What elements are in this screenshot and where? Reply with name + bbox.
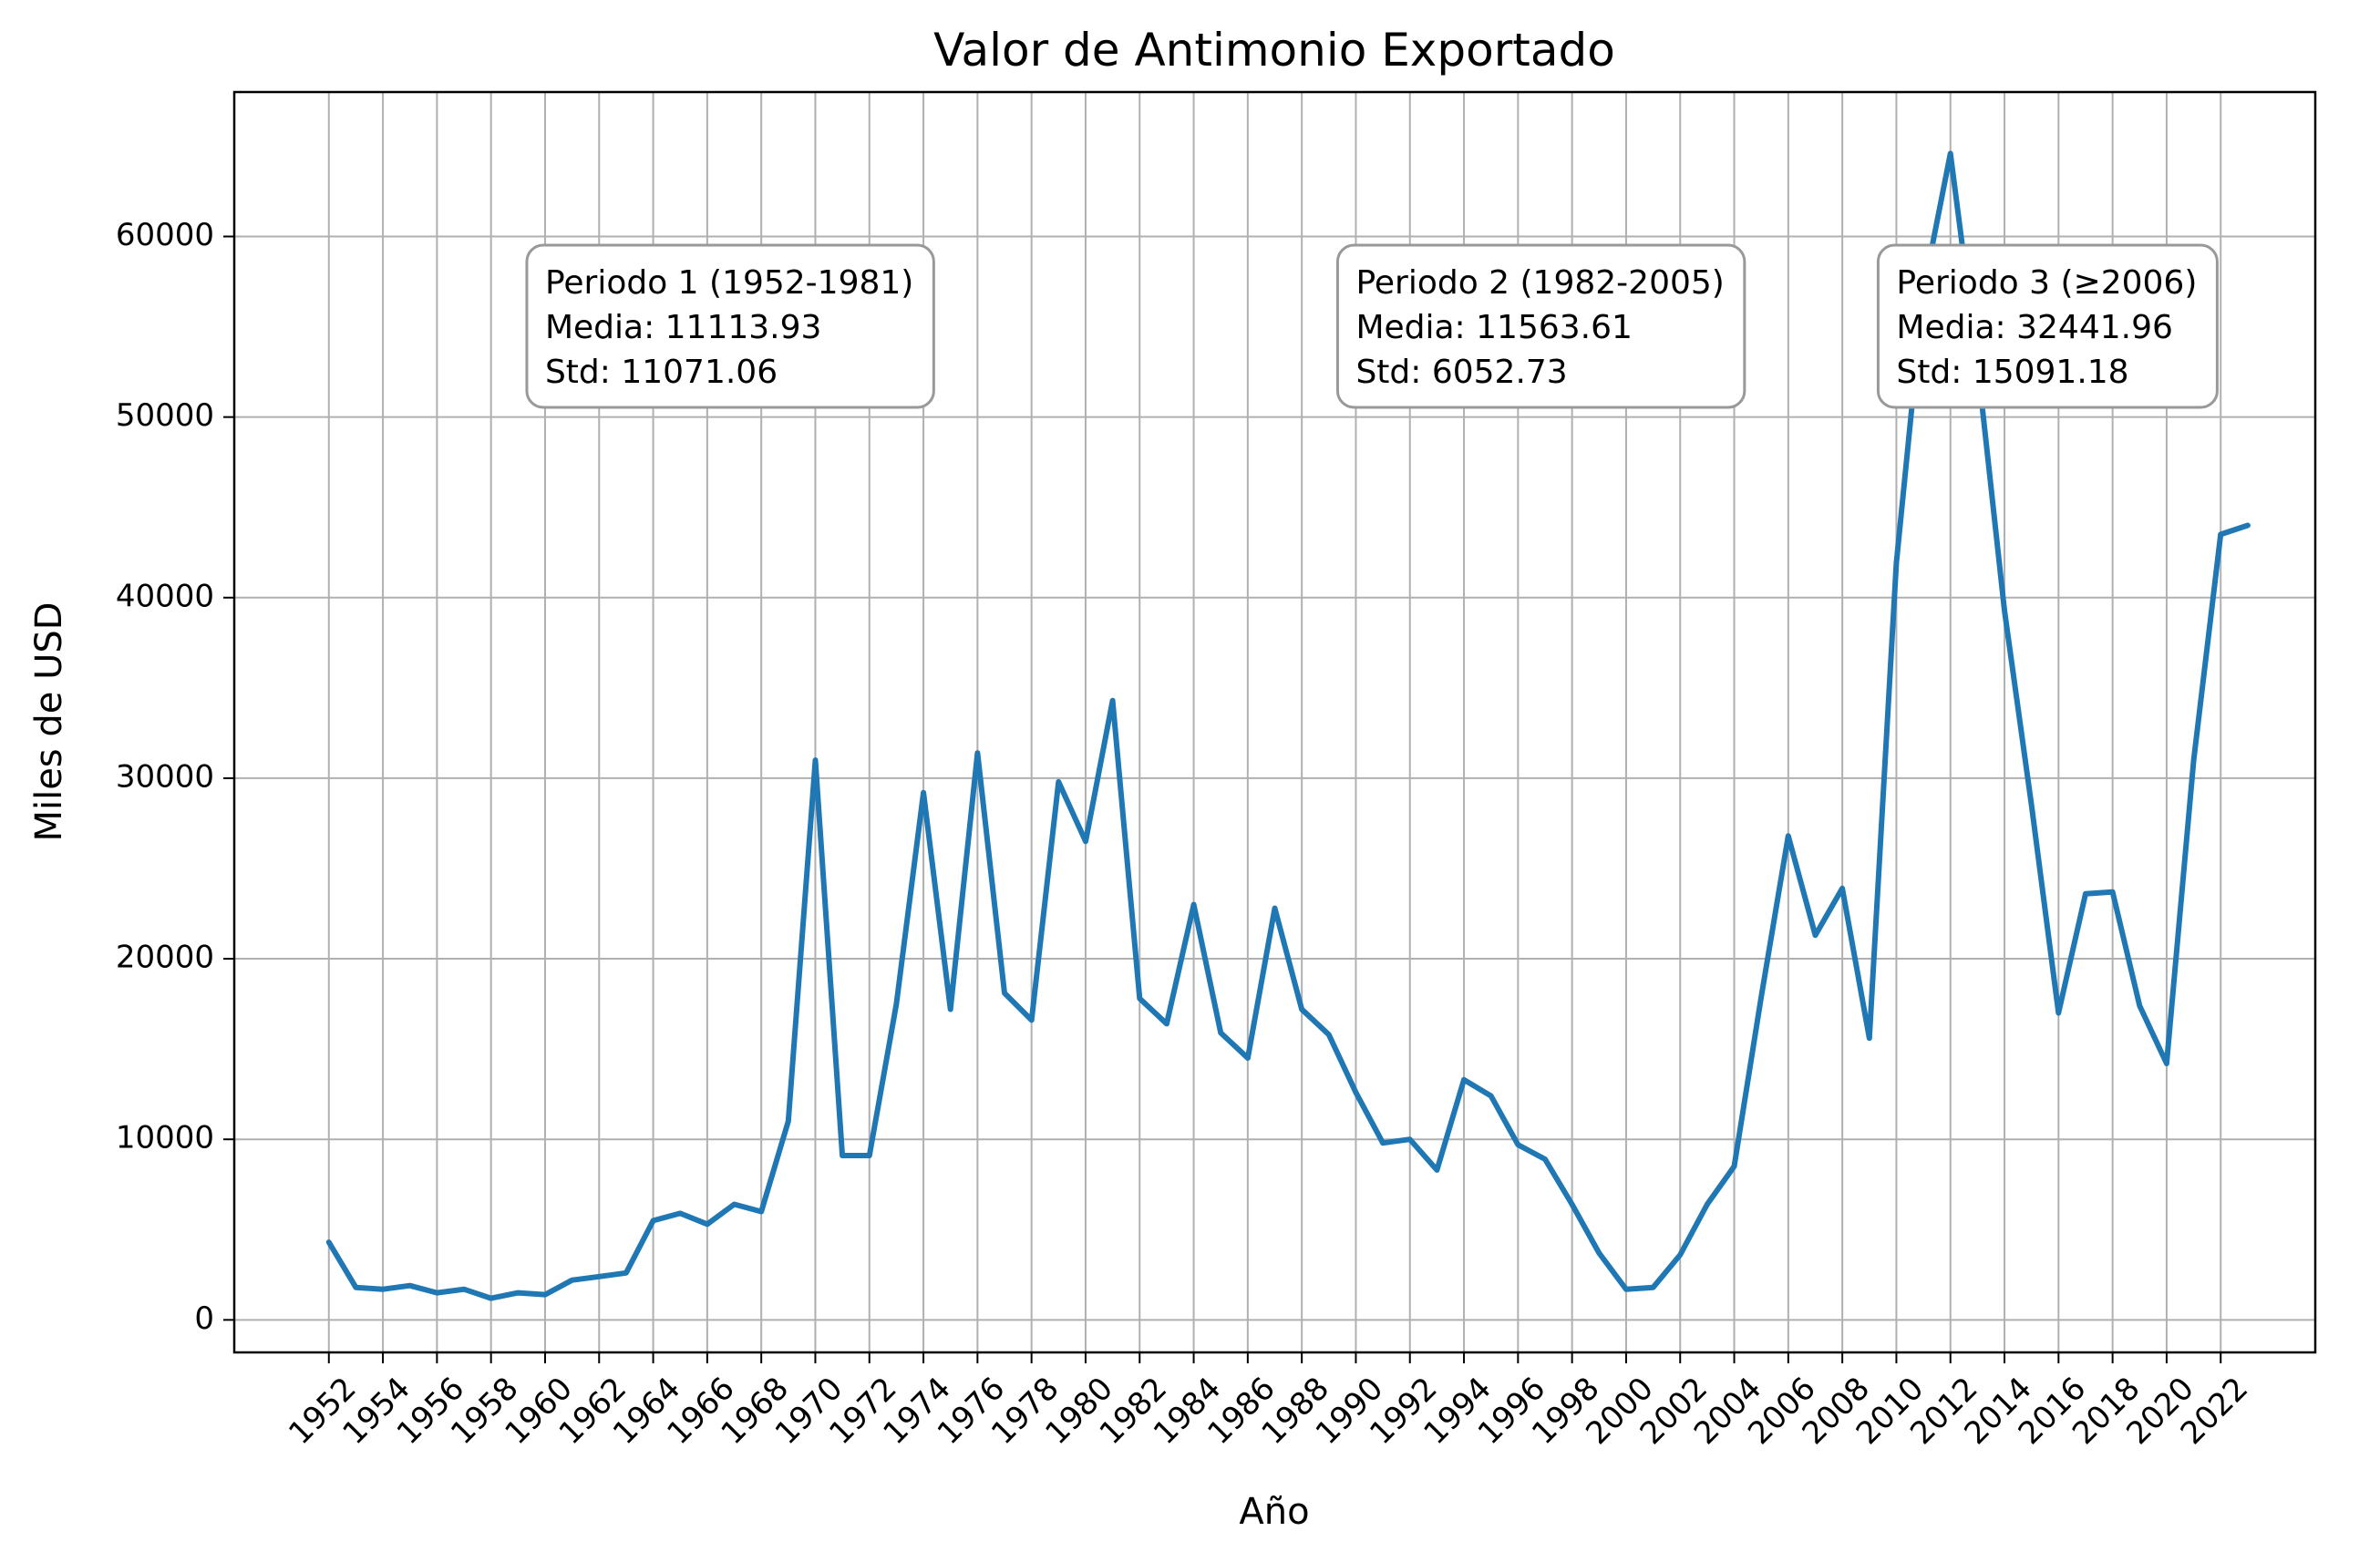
stats-box-frame [1335, 243, 1746, 409]
stats-boxes: Periodo 1 (1952-1981) Media: 11113.93 Std:… [525, 243, 2219, 409]
stats-box-line: Std: 15091.18 [1896, 354, 2128, 391]
x-axis-label: Año [1239, 1491, 1309, 1533]
y-tick-label: 0 [194, 1300, 214, 1337]
stats-box-line: Std: 6052.73 [1355, 354, 1567, 391]
y-tick-label: 40000 [116, 578, 214, 614]
y-tick-label: 60000 [116, 217, 214, 253]
y-tick-label: 30000 [116, 758, 214, 795]
stats-box-line: Std: 11071.06 [545, 354, 778, 391]
y-tick-label: 20000 [116, 940, 214, 976]
stats-box-line: Media: 32441.96 [1896, 309, 2172, 346]
stats-box-line: Media: 11563.61 [1355, 309, 1632, 346]
y-tick-label: 10000 [116, 1120, 214, 1156]
stats-box: Periodo 1 (1952-1981) Media: 11113.93 Std:… [525, 243, 935, 409]
y-tick-label: 50000 [116, 397, 214, 434]
chart-title: Valor de Antimonio Exportado [933, 24, 1615, 77]
stats-box-line: Periodo 1 (1952-1981) [545, 264, 913, 302]
stats-box-frame [1876, 243, 2219, 409]
plot-frame [232, 90, 2317, 1354]
stats-box: Periodo 3 (≥2006) Media: 32441.96 Std: 150… [1876, 243, 2219, 409]
stats-box: Periodo 2 (1982-2005) Media: 11563.61 Std:… [1335, 243, 1746, 409]
y-axis-label: Miles de USD [28, 601, 70, 841]
stats-box-line: Periodo 2 (1982-2005) [1355, 264, 1724, 302]
stats-box-line: Periodo 3 (≥2006) [1896, 264, 2197, 302]
stats-box-line: Media: 11113.93 [545, 309, 821, 346]
stats-box-frame [525, 243, 935, 409]
